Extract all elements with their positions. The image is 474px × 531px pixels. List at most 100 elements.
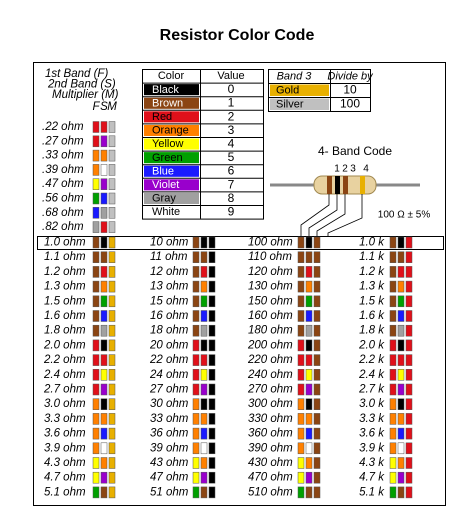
color-band xyxy=(313,457,321,469)
color-value: 1 xyxy=(228,96,235,110)
resistance-label: 3.3 k xyxy=(359,413,385,425)
color-band xyxy=(389,442,397,455)
color-band xyxy=(305,383,313,396)
color-band xyxy=(405,266,413,278)
resistance-label: 2.7 k xyxy=(358,384,385,396)
color-band xyxy=(108,251,116,263)
color-band xyxy=(397,295,405,308)
color-value: 6 xyxy=(228,164,235,178)
band-letter: S xyxy=(100,101,108,113)
color-band xyxy=(313,442,321,455)
color-band xyxy=(200,471,208,484)
band-number: 4 xyxy=(363,164,369,175)
color-band xyxy=(192,442,200,455)
color-band xyxy=(208,413,216,425)
color-band xyxy=(297,266,305,278)
color-band xyxy=(100,251,108,263)
color-band xyxy=(200,457,208,469)
resistance-label: 160 ohm xyxy=(248,310,293,322)
color-band xyxy=(297,486,305,499)
color-band xyxy=(92,164,100,176)
color-band xyxy=(192,310,200,322)
color-band xyxy=(108,236,116,249)
resistance-label: 22 ohm xyxy=(149,354,189,366)
resistance-label: 3.9 k xyxy=(359,442,385,454)
color-band xyxy=(100,324,108,337)
color-band xyxy=(100,149,108,162)
color-band xyxy=(100,266,108,278)
color-band xyxy=(192,266,200,278)
color-band xyxy=(100,164,108,176)
color-band xyxy=(313,383,321,396)
color-band xyxy=(305,413,313,425)
color-band xyxy=(405,354,413,366)
color-band xyxy=(100,486,108,499)
color-band xyxy=(297,398,305,410)
color-band xyxy=(405,295,413,308)
color-band xyxy=(389,383,397,396)
color-band xyxy=(100,442,108,455)
outer-border xyxy=(33,62,446,506)
color-band xyxy=(192,413,200,425)
color-band xyxy=(192,369,200,381)
resistance-label: 51 ohm xyxy=(150,486,189,498)
resistance-label: 300 ohm xyxy=(248,398,293,410)
color-band xyxy=(192,236,200,249)
small-value-label: .56 ohm xyxy=(42,193,84,205)
color-band xyxy=(208,486,216,499)
color-band xyxy=(405,457,413,469)
resistance-label: 24 ohm xyxy=(149,369,189,381)
color-band xyxy=(389,427,397,440)
color-band xyxy=(405,369,413,381)
color-band xyxy=(200,266,208,278)
resistance-label: 100 ohm xyxy=(248,237,293,249)
color-band xyxy=(208,251,216,263)
title: Resistor Color Code xyxy=(160,27,315,44)
color-band xyxy=(305,369,313,381)
color-band xyxy=(208,457,216,469)
color-band xyxy=(405,442,413,455)
color-band xyxy=(100,280,108,293)
color-band xyxy=(313,280,321,293)
resistance-label: 3.9 ohm xyxy=(44,442,86,454)
color-band xyxy=(405,324,413,337)
color-band xyxy=(100,192,108,205)
color-band xyxy=(305,442,313,455)
color-band xyxy=(397,369,405,381)
color-swatch xyxy=(144,138,199,150)
color-band xyxy=(200,310,208,322)
band3-name: Gold xyxy=(276,84,299,96)
resistance-label: 360 ohm xyxy=(248,428,293,440)
color-band xyxy=(208,310,216,322)
color-value: 0 xyxy=(228,82,235,96)
color-band xyxy=(100,457,108,469)
color-band xyxy=(108,471,116,484)
color-band xyxy=(100,413,108,425)
resistance-label: 15 ohm xyxy=(150,295,189,307)
color-swatch xyxy=(144,179,199,191)
color-band xyxy=(100,178,108,190)
band-number: 3 xyxy=(350,164,356,175)
color-band xyxy=(200,295,208,308)
color-band xyxy=(389,339,397,352)
color-band xyxy=(208,442,216,455)
resistance-label: 2.0 ohm xyxy=(43,339,86,351)
color-band xyxy=(305,486,313,499)
resistance-label: 130 ohm xyxy=(248,281,293,293)
color-swatch xyxy=(144,152,199,164)
table-border xyxy=(268,69,371,112)
color-band xyxy=(297,310,305,322)
color-band xyxy=(92,295,100,308)
color-band xyxy=(313,324,321,337)
color-band xyxy=(397,324,405,337)
color-value: 2 xyxy=(228,109,235,123)
resistance-label: 2.4 ohm xyxy=(43,369,86,381)
small-value-label: .39 ohm xyxy=(42,164,84,176)
color-band xyxy=(192,486,200,499)
color-band xyxy=(192,251,200,263)
color-band xyxy=(297,295,305,308)
resistance-label: 4.7 ohm xyxy=(44,472,86,484)
color-band xyxy=(192,471,200,484)
color-value: 9 xyxy=(228,204,235,218)
